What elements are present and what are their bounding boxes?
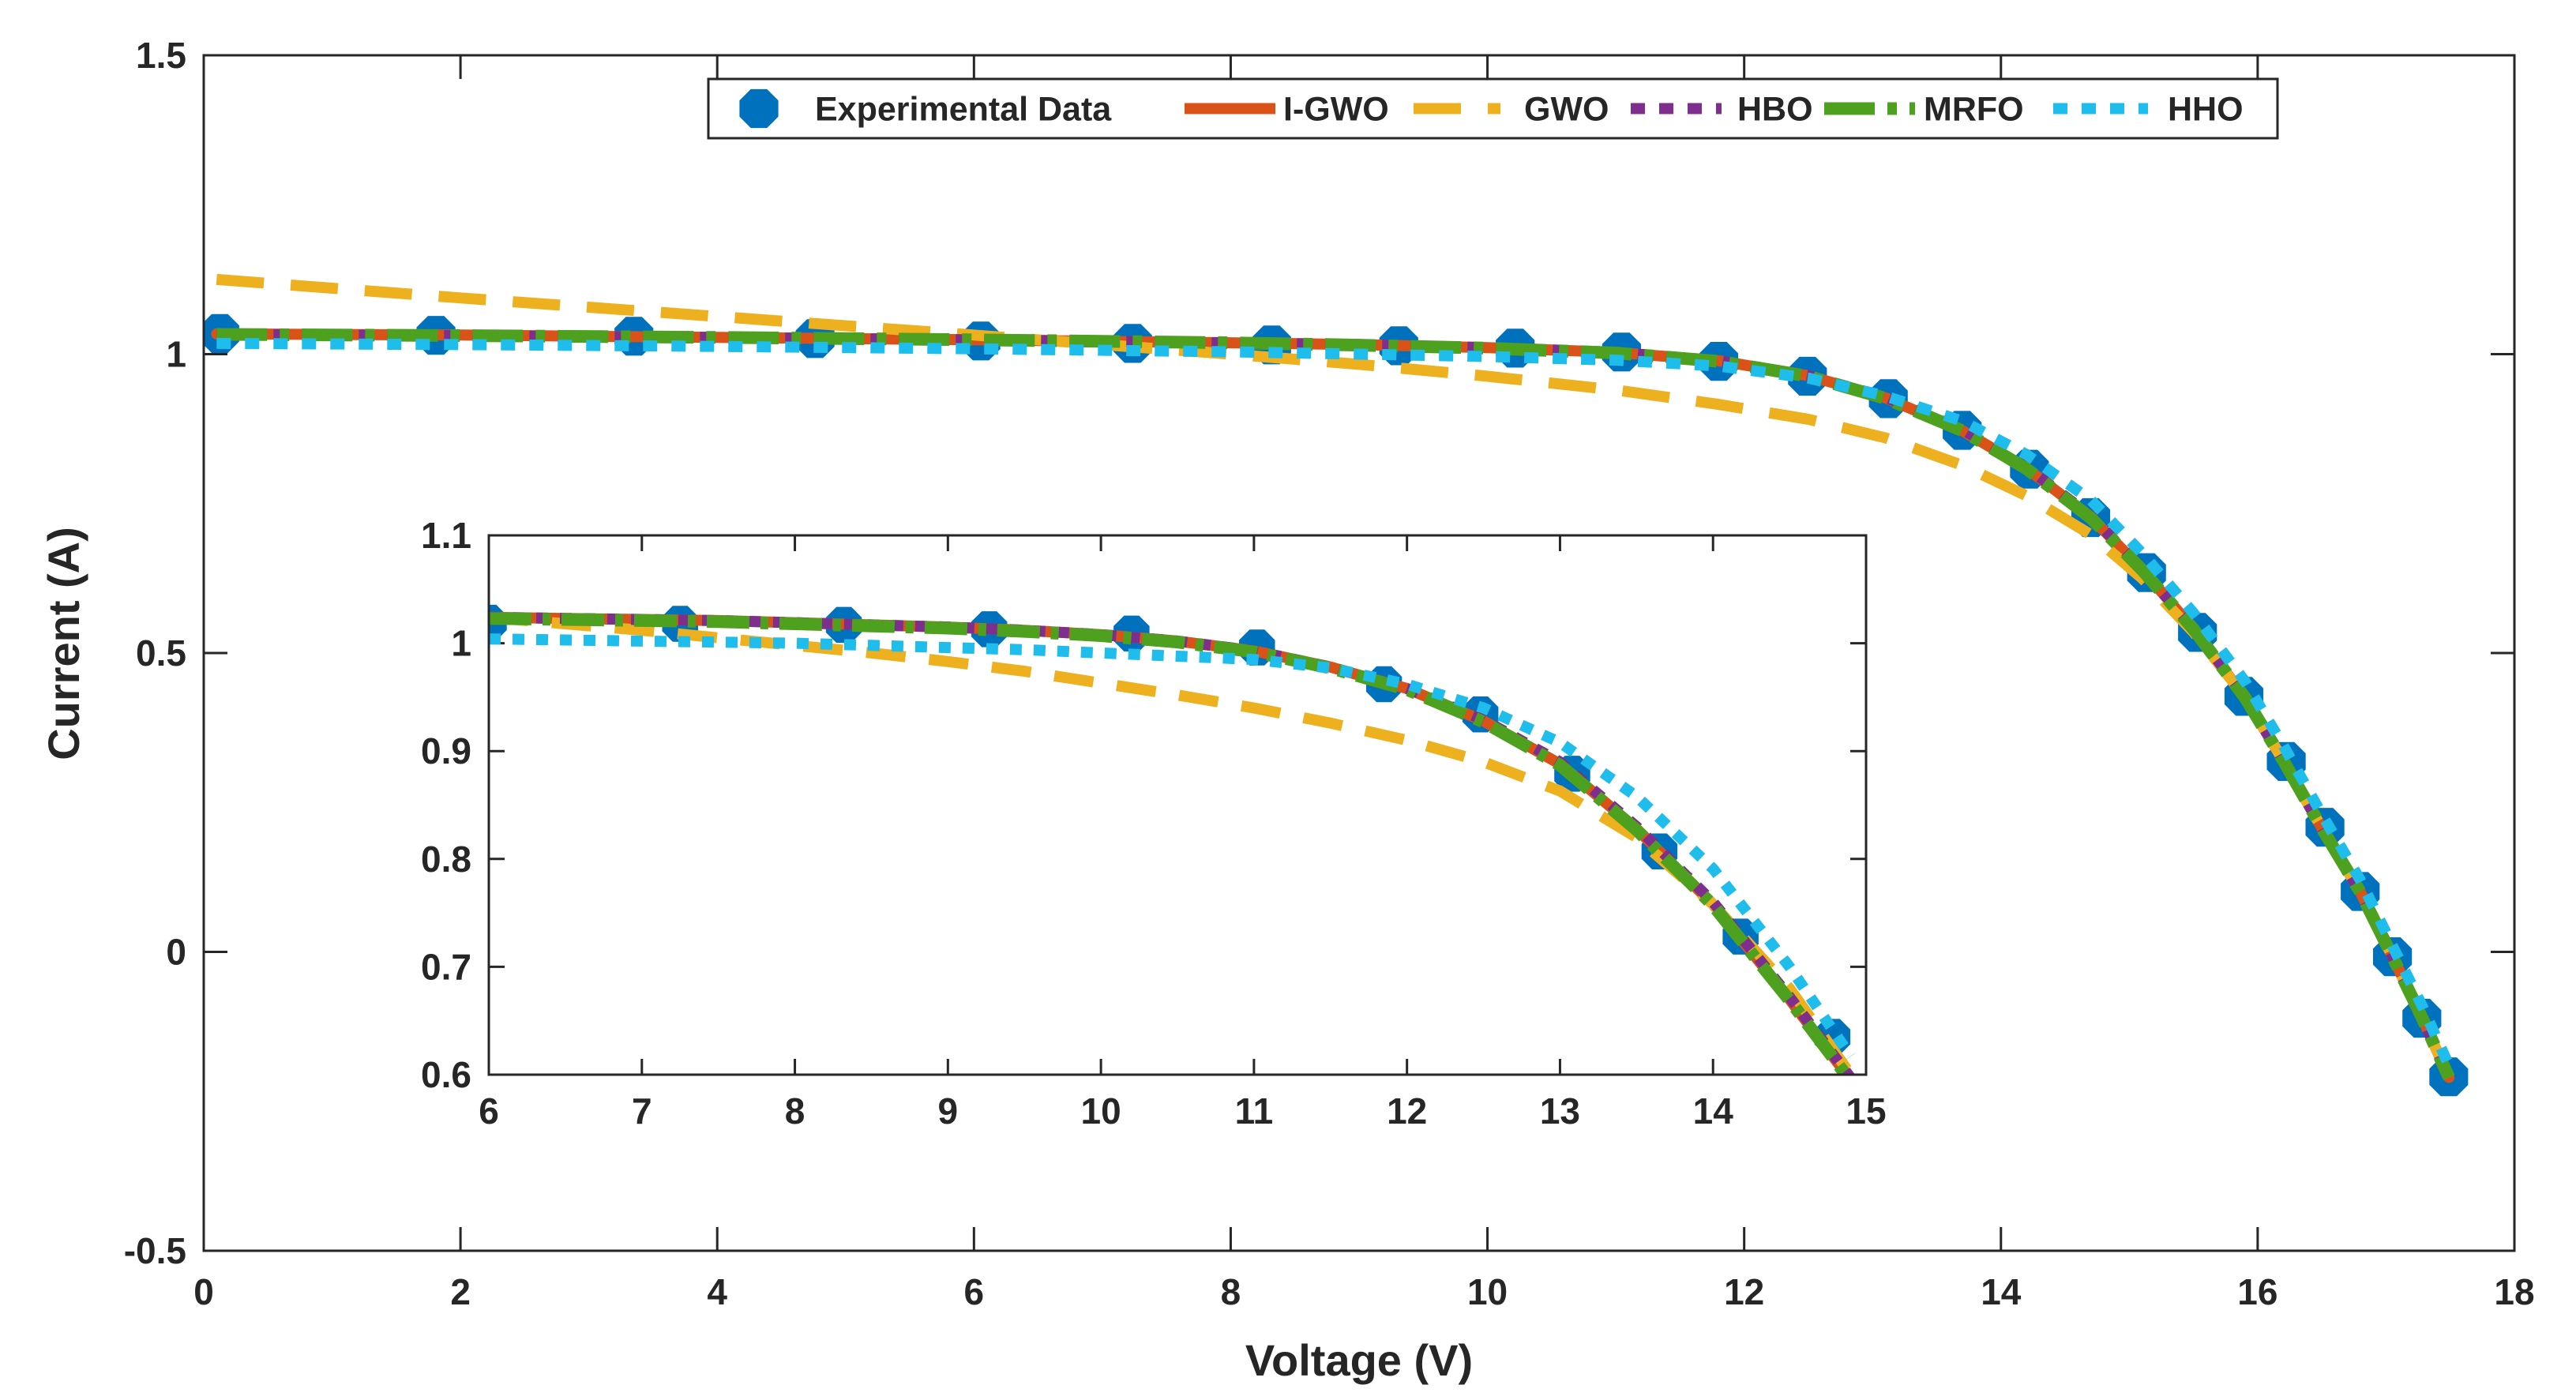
legend-entry-hho: HHO [2053,91,2244,129]
x-tick-label: 12 [1724,1271,1764,1312]
legend-label-hbo: HBO [1737,91,1813,129]
x-tick-label: 4 [707,1271,727,1312]
x-tick-label: 14 [1981,1271,2022,1312]
inset-x-tick-label: 14 [1693,1090,1734,1132]
inset-y-tick-label: 1.1 [421,515,471,556]
x-tick-label: 0 [193,1271,214,1312]
legend-label-mrfo: MRFO [1924,91,2024,129]
inset-x-tick-label: 7 [632,1090,652,1132]
x-tick-label: 6 [964,1271,985,1312]
inset-y-tick-label: 1 [451,623,471,664]
inset-x-tick-label: 9 [938,1090,959,1132]
inset-plot-area: 6 7 8 9 10 11 12 13 14 15 0.6 0.7 0.8 0.9 1 1.1 [421,515,1887,1132]
inset-series-line-mrfo [489,612,1854,1075]
legend-entry-experimental-data: Experimental Data [739,88,1112,129]
y-tick-label: 0 [166,932,186,973]
x-tick-label: 16 [2237,1271,2277,1312]
x-tick-label: 10 [1467,1271,1508,1312]
inset-series-line-hho [489,633,1856,1060]
legend-entry-hbo: HBO [1631,91,1813,129]
series-line-mrfo [216,328,2455,1080]
legend-label-gwo: GWO [1524,91,1609,129]
main-plot-frame [202,54,2516,1252]
inset-y-tick-label: 0.8 [421,839,471,880]
inset-y-tick-label: 0.7 [421,946,471,987]
y-tick-label: 1.5 [136,35,186,76]
legend-entry-mrfo: MRFO [1824,91,2024,129]
y-tick-label: -0.5 [124,1230,186,1271]
inset-x-tick-label: 6 [479,1090,499,1132]
inset-x-tick-label: 8 [785,1090,805,1132]
x-axis-title: Voltage (V) [1245,1335,1473,1385]
y-axis-title: Current (A) [39,527,88,760]
inset-x-tick-label: 15 [1846,1090,1886,1132]
y-tick-label: 0.5 [136,632,186,674]
inset-series-group [489,604,1856,1075]
legend-marker-experimental-data [739,88,779,129]
inset-plot-frame [487,534,1868,1076]
series-group [204,273,2469,1097]
legend-label-experimental-data: Experimental Data [815,91,1112,129]
inset-y-tick-label: 0.9 [421,730,471,771]
legend-entry-i-gwo: I-GWO [1185,91,1389,129]
y-tick-label: 1 [166,334,186,375]
legend-label-hho: HHO [2168,91,2244,129]
inset-y-tick-label: 0.6 [421,1054,471,1095]
inset-x-tick-label: 12 [1387,1090,1427,1132]
legend-label-i-gwo: I-GWO [1283,91,1389,129]
x-tick-label: 2 [450,1271,471,1312]
inset-x-tick-label: 11 [1235,1090,1274,1132]
inset-x-tick-label: 10 [1081,1090,1121,1132]
inset-x-tick-label: 13 [1540,1090,1580,1132]
x-tick-label: 18 [2494,1271,2534,1312]
legend: Experimental Data I-GWO GWO HBO MRFO HHO [707,77,2279,140]
x-tick-label: 8 [1221,1271,1241,1312]
legend-entry-gwo: GWO [1414,91,1609,129]
